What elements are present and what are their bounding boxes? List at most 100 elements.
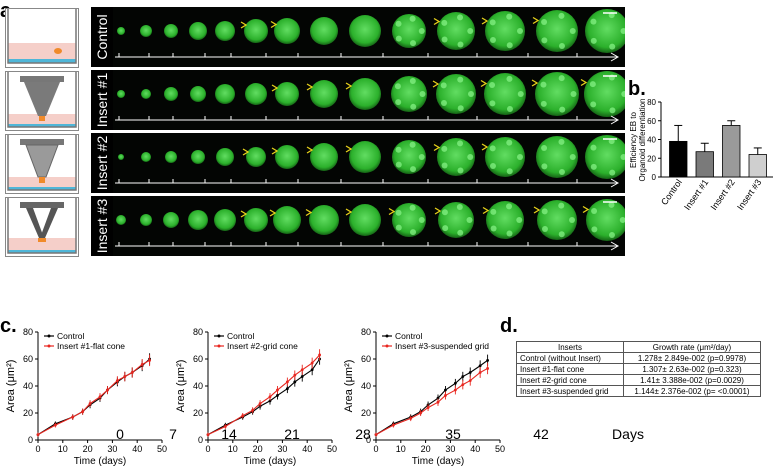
control-row-label: Control xyxy=(94,14,110,60)
x-axis-label: Time (days) xyxy=(244,456,296,467)
y-tick-label: 20 xyxy=(361,408,371,418)
data-point xyxy=(81,410,85,414)
organoid-bud xyxy=(558,168,565,175)
organoid-image xyxy=(585,135,629,179)
data-point xyxy=(300,375,304,378)
insert-1-diagram xyxy=(5,71,79,131)
organoid-bud xyxy=(457,140,464,147)
data-point xyxy=(453,388,457,392)
annotation-arrow-icon xyxy=(481,143,489,151)
insert-2-row-label: Insert #2 xyxy=(94,135,110,191)
y-tick-label: 0 xyxy=(198,435,203,445)
organoid-bud xyxy=(441,19,448,26)
insert-3-row-label: Insert #3 xyxy=(94,198,110,254)
organoid-bud xyxy=(467,28,474,34)
legend-entry: Insert #3-suspended grid xyxy=(395,341,489,351)
organoid-bud xyxy=(489,162,496,169)
table-row: Control (without Insert) 1.278± 2.849e-0… xyxy=(516,352,761,364)
organoid-bud xyxy=(441,209,448,216)
data-point xyxy=(293,380,297,384)
data-point xyxy=(444,394,447,397)
organoid-bud xyxy=(410,40,417,47)
annotation-arrow-icon xyxy=(480,79,488,88)
table-cell: 1.307± 2.63e-002 (p=0.323) xyxy=(623,363,761,375)
organoid-bud xyxy=(540,100,547,107)
y-tick-label: 80 xyxy=(23,327,33,337)
organoid-image xyxy=(165,151,177,163)
organoid-bud xyxy=(489,36,496,43)
organoid-bud xyxy=(395,209,402,216)
insert-2-diagram xyxy=(5,134,79,194)
category-label: Control xyxy=(659,177,684,207)
organoid-image xyxy=(244,19,268,43)
series-line xyxy=(375,359,488,436)
organoid-bud xyxy=(418,217,425,223)
data-point xyxy=(478,371,482,374)
organoid-bud xyxy=(506,105,513,112)
day-tick-label: 7 xyxy=(169,426,177,442)
organoid-bud xyxy=(506,203,513,210)
data-point xyxy=(88,402,92,405)
x-tick-label: 0 xyxy=(35,444,40,454)
organoid-bud xyxy=(409,15,416,22)
organoid-bud xyxy=(395,99,402,106)
x-tick-label: 30 xyxy=(107,444,117,454)
day-tick-label: 0 xyxy=(116,426,124,442)
insert-1-image-strip: Insert #1 xyxy=(91,70,630,130)
table-cell: Insert #1-flat cone xyxy=(516,363,624,375)
data-point xyxy=(486,358,489,362)
organoid-bud xyxy=(395,224,402,231)
annotation-arrow-icon xyxy=(582,205,590,214)
table-row: Insert #1-flat cone 1.307± 2.63e-002 (p=… xyxy=(516,363,761,375)
organoid-bud xyxy=(569,154,576,160)
x-tick-label: 50 xyxy=(327,444,337,454)
data-point xyxy=(106,388,109,392)
y-tick-label: 20 xyxy=(23,408,33,418)
organoid-bud xyxy=(395,35,402,42)
organoid-bud xyxy=(490,208,497,215)
organoid-bud xyxy=(558,231,565,238)
organoid-bud xyxy=(591,226,598,233)
organoid-bud xyxy=(590,18,597,25)
table-row: Insert #3-suspended grid 1.144± 2.376e-0… xyxy=(516,385,761,397)
x-tick-label: 30 xyxy=(445,444,455,454)
organoid-image xyxy=(215,84,235,104)
organoid-bud xyxy=(466,217,473,223)
data-point xyxy=(251,408,255,412)
organoid-bud xyxy=(456,204,463,211)
y-tick-label: 80 xyxy=(361,327,371,337)
data-point xyxy=(419,411,423,415)
organoid-image xyxy=(117,27,125,35)
organoid-bud xyxy=(558,202,565,209)
organoid-bud xyxy=(517,28,523,34)
annotation-arrow-icon xyxy=(531,79,539,87)
organoid-image xyxy=(190,86,206,102)
legend-marker xyxy=(47,344,51,348)
organoid-bud xyxy=(410,166,417,173)
insert-2-organoid-images xyxy=(115,135,629,188)
legend-entry: Control xyxy=(395,331,423,341)
organoid-bud xyxy=(541,225,548,232)
data-point xyxy=(478,364,482,368)
legend-marker xyxy=(217,344,221,348)
organoid-bud xyxy=(517,154,523,160)
organoid-bud xyxy=(541,144,548,151)
insert-3-row-label-box: Insert #3 xyxy=(91,196,113,256)
control-row-label-box: Control xyxy=(91,7,113,67)
organoid-bud xyxy=(569,217,575,223)
organoid-bud xyxy=(541,37,548,44)
organoid-bud xyxy=(608,201,615,208)
data-point xyxy=(53,423,57,427)
organoid-bud xyxy=(590,37,597,44)
insert-2-image-strip: Insert #2 xyxy=(91,133,629,193)
x-tick-label: 0 xyxy=(205,444,210,454)
organoid-bud xyxy=(440,82,447,89)
organoid-image xyxy=(349,78,381,110)
organoid-bud xyxy=(490,225,497,232)
y-tick-label: 40 xyxy=(361,381,371,391)
annotation-arrow-icon xyxy=(388,207,396,216)
annotation-arrow-icon xyxy=(242,148,250,156)
organoid-bud xyxy=(506,230,513,237)
organoid-image xyxy=(309,205,339,235)
organoid-image xyxy=(273,206,301,234)
